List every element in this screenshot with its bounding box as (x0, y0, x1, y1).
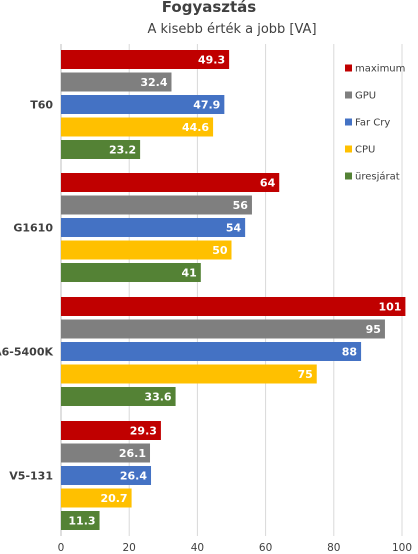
data-label-A6-5400K-üresjárat: 33.6 (144, 391, 171, 404)
x-tick-labels: 0 20 40 60 80 100 (58, 542, 412, 554)
x-tick-label-0: 0 (58, 542, 65, 554)
legend-swatch-maximum (345, 64, 352, 72)
data-label-A6-5400K-maximum: 101 (378, 301, 401, 314)
x-tick-label-60: 60 (259, 542, 272, 554)
bar-T60-maximum (61, 50, 230, 69)
bar-V5-131-maximum (61, 421, 161, 440)
x-tick-label-80: 80 (327, 542, 340, 554)
bar-G1610-CPU (61, 240, 232, 260)
bar-A6-5400K-CPU (61, 364, 317, 384)
bar-G1610-Far Cry (61, 218, 246, 237)
legend-label-CPU: CPU (355, 145, 375, 156)
legend-label-Far Cry: Far Cry (355, 118, 390, 129)
legend-label-GPU: GPU (355, 91, 376, 102)
data-label-V5-131-maximum: 29.3 (130, 425, 157, 438)
data-label-G1610-üresjárat: 41 (181, 267, 196, 280)
category-labels: T60 G1610 A6-5400K V5-131 (0, 99, 53, 483)
data-label-T60-GPU: 32.4 (140, 76, 167, 89)
data-label-G1610-GPU: 56 (233, 199, 249, 212)
bar-V5-131-CPU (61, 488, 132, 508)
bar-G1610-üresjárat (61, 263, 201, 282)
bar-V5-131-üresjárat (61, 511, 100, 530)
category-label-T60: T60 (30, 99, 53, 112)
data-label-T60-Far Cry: 47.9 (193, 99, 220, 112)
legend-swatch-GPU (345, 91, 352, 99)
data-label-G1610-Far Cry: 54 (226, 222, 242, 235)
data-label-V5-131-CPU: 20.7 (100, 492, 127, 505)
legend-swatch-Far Cry (345, 118, 352, 126)
legend-swatch-CPU (345, 145, 352, 153)
x-tick-label-20: 20 (123, 542, 136, 554)
chart-subtitle: A kisebb érték a jobb [VA] (147, 22, 316, 37)
bar-V5-131-Far Cry (61, 466, 152, 485)
bar-T60-CPU (61, 117, 214, 137)
data-label-A6-5400K-CPU: 75 (297, 368, 312, 381)
x-tick-label-100: 100 (392, 542, 412, 554)
legend: maximum GPU Far Cry CPU üresjárat (345, 64, 405, 183)
legend-swatch-üresjárat (345, 172, 352, 180)
legend-label-maximum: maximum (355, 64, 405, 75)
data-label-V5-131-GPU: 26.1 (119, 447, 146, 460)
bar-G1610-GPU (61, 195, 252, 215)
x-tick-label-40: 40 (191, 542, 204, 554)
data-label-A6-5400K-Far Cry: 88 (342, 346, 357, 359)
category-label-V5-131: V5-131 (9, 470, 53, 483)
bar-A6-5400K-üresjárat (61, 387, 176, 406)
data-label-T60-maximum: 49.3 (198, 54, 225, 67)
data-label-V5-131-Far Cry: 26.4 (120, 470, 147, 483)
category-label-A6-5400K: A6-5400K (0, 346, 53, 359)
data-label-G1610-CPU: 50 (212, 244, 228, 257)
data-label-T60-üresjárat: 23.2 (109, 144, 136, 157)
data-label-G1610-maximum: 64 (260, 177, 276, 190)
bars-group: 49.3 32.4 47.9 44.6 23.2 64 56 54 50 41 101 95 88 75 3… (61, 50, 406, 530)
data-label-T60-CPU: 44.6 (182, 121, 209, 134)
bar-V5-131-GPU (61, 443, 151, 463)
bar-G1610-maximum (61, 173, 280, 192)
data-label-A6-5400K-GPU: 95 (366, 323, 381, 336)
bar-A6-5400K-maximum (61, 297, 406, 316)
chart-title: Fogyasztás (162, 0, 257, 16)
data-label-V5-131-üresjárat: 11.3 (68, 515, 95, 528)
category-label-G1610: G1610 (13, 222, 53, 235)
bar-T60-üresjárat (61, 140, 141, 159)
bar-T60-GPU (61, 72, 172, 92)
legend-label-üresjárat: üresjárat (355, 171, 400, 183)
bar-A6-5400K-GPU (61, 319, 385, 339)
bar-A6-5400K-Far Cry (61, 342, 362, 361)
bar-T60-Far Cry (61, 95, 225, 114)
